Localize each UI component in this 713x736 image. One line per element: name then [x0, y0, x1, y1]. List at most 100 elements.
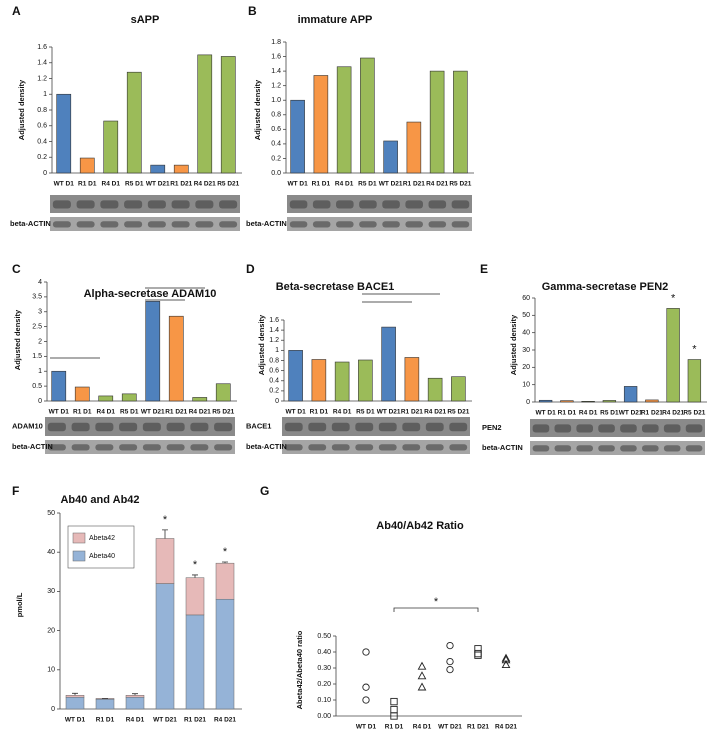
x-tick-label: R4 D1	[102, 181, 121, 188]
x-tick-label: R1 D21	[403, 181, 425, 188]
y-tick-label: 0.8	[37, 107, 47, 114]
x-tick-label: R4 D1	[579, 410, 598, 417]
x-tick-label: WT D1	[49, 409, 70, 416]
blot-band	[76, 221, 95, 228]
significance-star: *	[671, 292, 676, 304]
bar	[103, 120, 119, 174]
blot-label: ADAM10	[12, 421, 43, 430]
chart-title: Beta-secretase BACE1	[276, 281, 395, 293]
point	[417, 661, 427, 670]
y-tick-label: 1.8	[271, 39, 281, 46]
bar	[360, 57, 375, 174]
blot-band	[428, 200, 447, 209]
point	[474, 651, 482, 659]
blot-label: beta-ACTIN	[246, 442, 287, 451]
x-tick-label: R4 D1	[335, 181, 354, 188]
blot-band	[576, 424, 593, 433]
x-tick-label: R4 D21	[424, 409, 446, 416]
blot-band	[378, 444, 397, 451]
blot-band	[95, 444, 114, 451]
x-tick-label: R5 D21	[447, 409, 469, 416]
bar-segment	[215, 598, 235, 710]
y-tick-label: 1.4	[271, 68, 281, 75]
x-tick-label: R1 D1	[78, 181, 97, 188]
y-tick-label: 0.00	[317, 713, 331, 720]
blot-strip	[45, 440, 235, 454]
legend: Abeta42 Abeta40	[67, 525, 135, 569]
blot-strip	[45, 417, 235, 436]
bar-segment	[185, 577, 205, 616]
x-tick-label: R4 D1	[333, 409, 352, 416]
panel-letter: G	[260, 484, 269, 498]
panel: D Beta-secretase BACE1 Adjusted density 0 0.…	[246, 262, 472, 454]
y-tick-label: 0.2	[37, 154, 47, 161]
x-tick-label: R4 D21	[214, 717, 236, 724]
blot-strip	[530, 419, 705, 437]
bar	[168, 315, 184, 402]
x-tick-label: R1 D21	[165, 409, 187, 416]
bar	[79, 157, 95, 174]
y-tick-label: 2	[38, 338, 42, 345]
bar	[197, 54, 213, 174]
point	[362, 648, 370, 656]
chart-title: immature APP	[298, 14, 373, 26]
x-tick-label: R4 D21	[426, 181, 448, 188]
x-tick-label: R5 D21	[683, 410, 705, 417]
y-tick-label: 2.5	[32, 323, 42, 330]
blot-band	[402, 444, 421, 451]
y-tick-label: 0	[275, 398, 279, 405]
blot-band	[119, 444, 138, 451]
point	[417, 682, 427, 691]
x-tick-label: WT D21	[153, 717, 177, 724]
y-tick-label: 0.0	[271, 170, 281, 177]
blot-band	[219, 221, 238, 228]
blot-band	[685, 445, 703, 452]
y-tick-label: 1	[275, 347, 279, 354]
y-tick-label: 0.20	[317, 681, 331, 688]
bar	[121, 393, 137, 402]
x-tick-label: WT D1	[288, 181, 309, 188]
y-tick-label: 0.4	[271, 141, 281, 148]
blot-band	[359, 221, 377, 228]
legend-label: Abeta40	[89, 553, 115, 560]
bracket-label: *	[434, 596, 439, 608]
blot-band	[100, 221, 119, 228]
y-tick-label: 20	[522, 364, 530, 371]
blot-band	[47, 422, 66, 432]
y-tick-label: 0.6	[37, 123, 47, 130]
blot-band	[554, 445, 572, 452]
x-tick-label: WT D21	[619, 410, 643, 417]
significance-star: *	[193, 559, 198, 571]
x-tick-label: R5 D21	[212, 409, 234, 416]
bar	[602, 400, 617, 403]
bar	[687, 359, 702, 403]
y-tick-label: 0	[51, 706, 55, 713]
x-tick-label: R1 D1	[310, 409, 329, 416]
y-tick-label: 1.5	[32, 353, 42, 360]
bar	[645, 399, 659, 403]
x-tick-label: R1 D1	[558, 410, 577, 417]
blot-band	[124, 200, 143, 209]
y-axis-label: pmol/L	[15, 592, 24, 617]
y-axis-label: Abeta42/Abeta40 ratio	[295, 630, 304, 709]
x-tick-label: R1 D21	[467, 724, 489, 731]
bar	[173, 164, 189, 174]
point	[362, 683, 370, 691]
blot-strip	[282, 417, 470, 436]
error-bar	[132, 693, 138, 696]
bar-segment	[65, 696, 85, 710]
panel: F Ab40 and Ab42 pmol/L 0 10 20 30 40 50 WT D1 R1 D…	[12, 484, 242, 724]
y-axis-label: Adjusted density	[509, 314, 518, 375]
y-tick-label: 50	[47, 510, 55, 517]
x-tick-label: R5 D1	[120, 409, 139, 416]
blot-label: beta-ACTIN	[10, 219, 51, 228]
blot-band	[100, 200, 119, 209]
x-tick-label: WT D1	[65, 717, 86, 724]
y-tick-label: 0.50	[317, 633, 331, 640]
blot-band	[190, 444, 209, 451]
error-bar	[222, 561, 228, 564]
blot-band	[663, 424, 681, 433]
x-tick-label: WT D1	[54, 181, 75, 188]
significance-lines	[50, 287, 440, 359]
bar-segment	[155, 583, 175, 710]
